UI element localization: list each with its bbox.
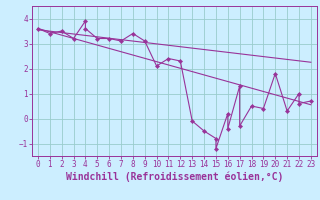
X-axis label: Windchill (Refroidissement éolien,°C): Windchill (Refroidissement éolien,°C)	[66, 172, 283, 182]
